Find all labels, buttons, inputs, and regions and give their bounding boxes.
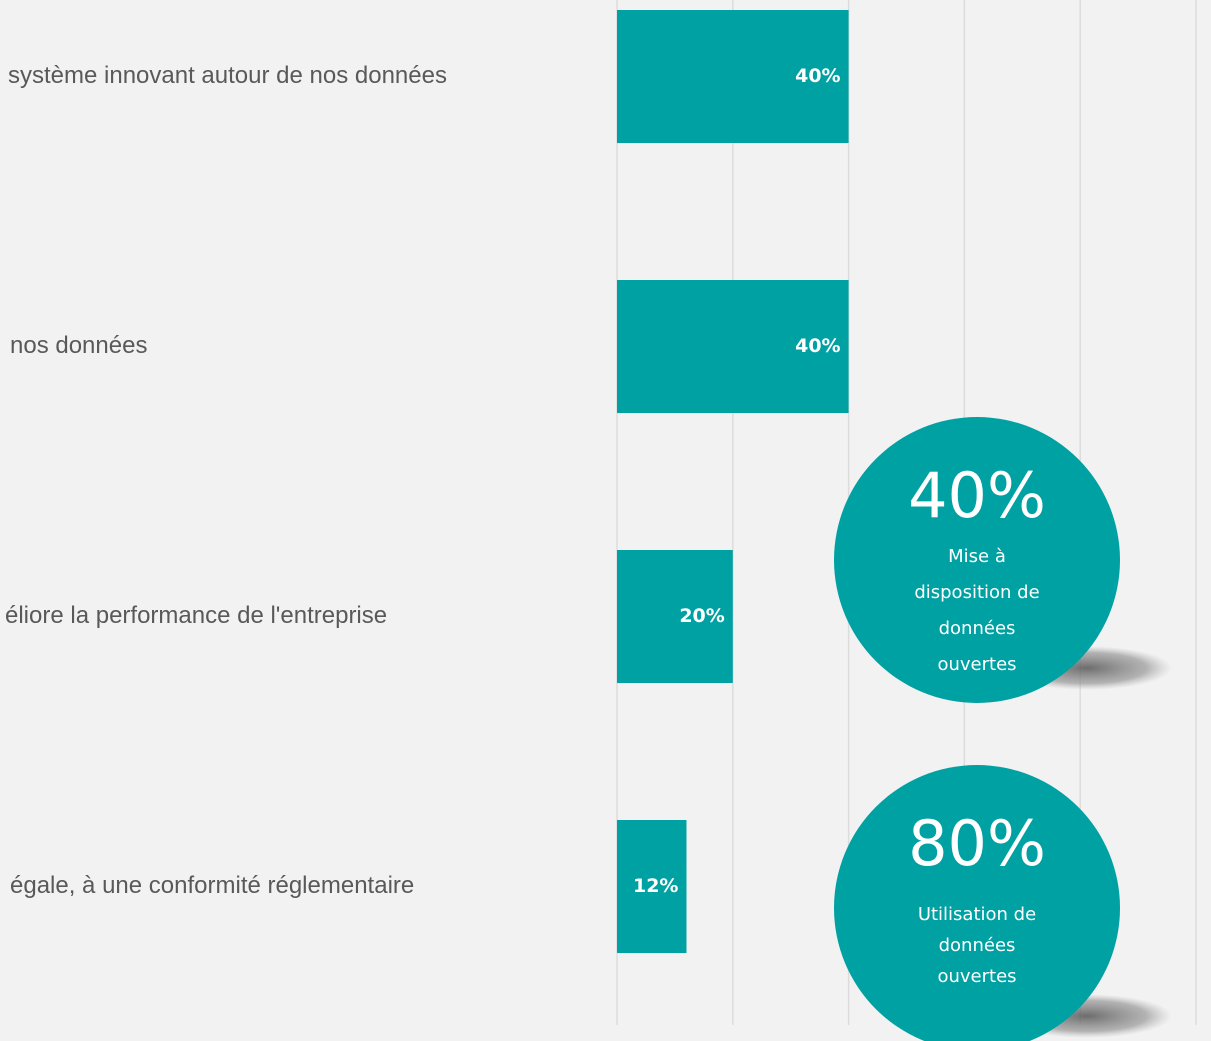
bar (617, 820, 687, 953)
callout-text: Utilisation de (918, 904, 1036, 925)
bar (617, 550, 733, 683)
bar (617, 280, 849, 413)
value-label: 12% (633, 875, 678, 897)
callout-text: disposition de (914, 582, 1039, 603)
category-label: éliore la performance de l'entreprise (5, 602, 387, 629)
category-label: système innovant autour de nos données (8, 62, 447, 89)
value-label: 20% (679, 605, 724, 627)
value-label: 40% (795, 65, 840, 87)
callout-text: données (939, 618, 1016, 639)
category-label: égale, à une conformité réglementaire (10, 872, 414, 899)
callout-circle (834, 417, 1120, 703)
callout-text: Mise à (948, 546, 1006, 567)
callout-value: 40% (908, 459, 1046, 532)
callout-circle (834, 765, 1120, 1041)
bar (617, 10, 849, 143)
callout-text: ouvertes (937, 654, 1016, 675)
callout-text: données (939, 935, 1016, 956)
callout-value: 80% (908, 807, 1046, 880)
category-label: nos données (10, 332, 147, 359)
value-label: 40% (795, 335, 840, 357)
callout-text: ouvertes (937, 966, 1016, 987)
